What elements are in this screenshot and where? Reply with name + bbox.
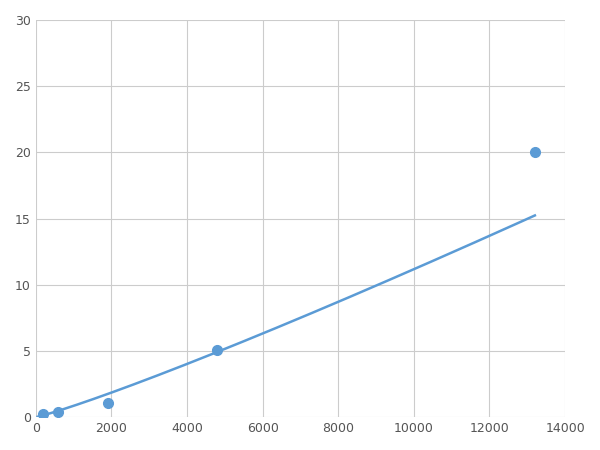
Point [530, 149, 539, 156]
Point [38, 411, 48, 418]
Point [53, 408, 63, 415]
Point [103, 399, 112, 406]
Point [212, 346, 222, 353]
